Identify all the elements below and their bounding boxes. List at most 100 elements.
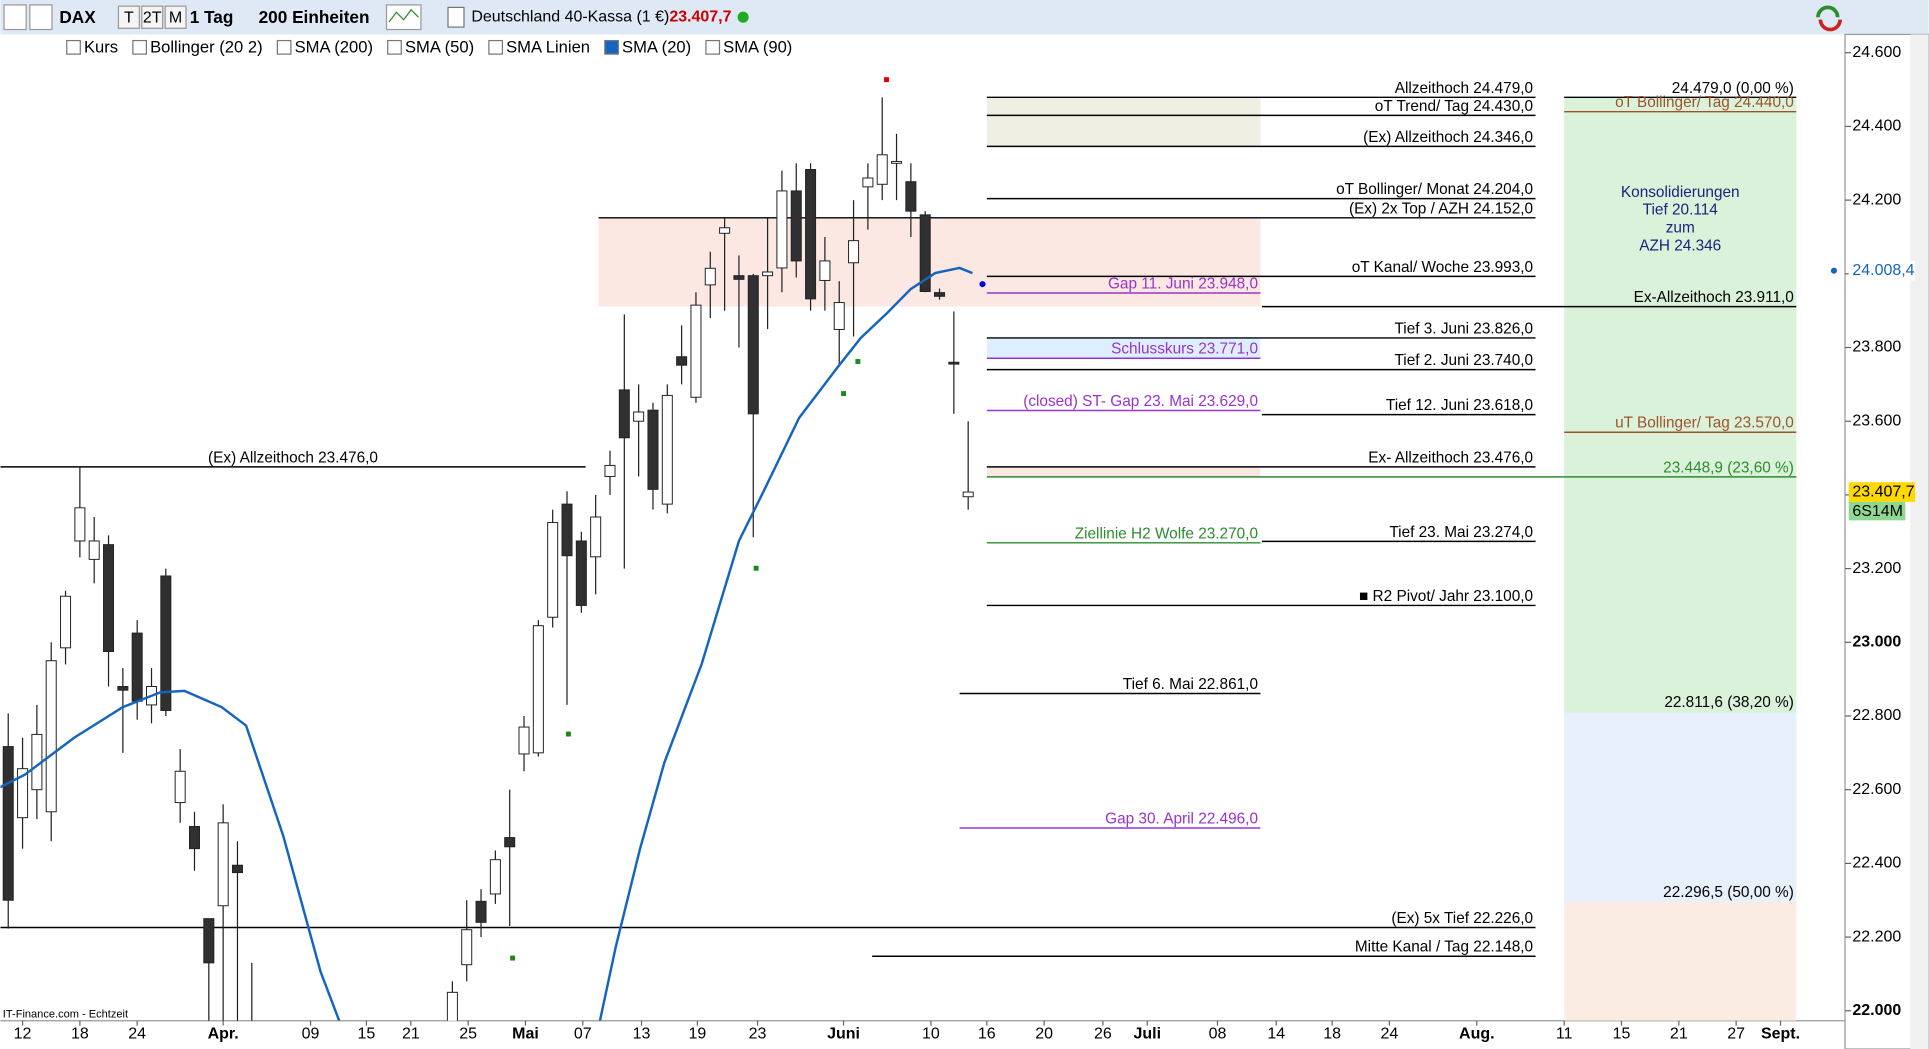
x-tick-label: 24 — [128, 1025, 146, 1042]
candle-body — [661, 394, 673, 505]
candle-body — [231, 864, 243, 874]
candle-body — [633, 411, 645, 422]
indicator-label[interactable]: SMA Linien — [506, 37, 590, 56]
period-label[interactable]: T — [124, 10, 134, 27]
y-tick-label: 22.000 — [1852, 1002, 1901, 1019]
level-label: 22.296,5 (50,00 %) — [1663, 884, 1794, 901]
symbol[interactable]: DAX — [59, 7, 96, 27]
level-label: oT Kanal/ Woche 23.993,0 — [1352, 259, 1533, 276]
scrollbar[interactable] — [1910, 34, 1929, 1049]
note-line: Konsolidierungen — [1621, 184, 1740, 201]
indicator-checkbox[interactable] — [66, 39, 81, 55]
level-label: Schlusskurs 23.771,0 — [1111, 341, 1258, 358]
sma-line — [598, 266, 973, 1021]
candle-body — [891, 160, 903, 164]
candle-body — [160, 575, 172, 711]
x-tick-label: 07 — [574, 1025, 592, 1042]
period-button[interactable] — [141, 5, 164, 29]
candle-body — [934, 292, 946, 297]
x-tick-label: 15 — [358, 1025, 376, 1042]
y-tick-label: 22.800 — [1852, 707, 1901, 724]
x-tick-label: 16 — [978, 1025, 996, 1042]
level-label: Tief 3. Juni 23.826,0 — [1394, 320, 1533, 337]
signal-dot — [884, 77, 889, 83]
candle-body — [690, 304, 702, 398]
y-tick-label: 22.600 — [1852, 781, 1901, 798]
plot-area: Allzeithoch 24.479,0oT Trend/ Tag 24.430… — [0, 77, 1797, 1021]
y-tick-label: 24.400 — [1852, 118, 1901, 135]
level-label: oT Trend/ Tag 24.430,0 — [1375, 98, 1533, 115]
interval[interactable]: 1 Tag — [190, 7, 234, 27]
zone — [986, 337, 1261, 359]
level-label: Allzeithoch 24.479,0 — [1395, 80, 1533, 97]
x-tick-label: 11 — [1556, 1025, 1573, 1042]
candle-body — [604, 464, 616, 477]
level-label: Mitte Kanal / Tag 22.148,0 — [1355, 939, 1533, 956]
level-label: 22.811,6 (38,20 %) — [1664, 694, 1794, 711]
candle-body — [461, 929, 473, 966]
price-label-bg — [1848, 260, 1916, 281]
candle-body — [518, 726, 530, 755]
candle-body — [174, 770, 186, 804]
units[interactable]: 200 Einheiten — [259, 7, 370, 27]
period-label[interactable]: 2T — [143, 10, 162, 27]
level-label: (Ex) Allzeithoch 24.346,0 — [1363, 129, 1533, 146]
y-tick-label: 22.400 — [1852, 855, 1901, 872]
candle-body — [475, 900, 487, 923]
indicator-checkbox[interactable] — [604, 39, 619, 55]
y-tick-label: 23.600 — [1852, 412, 1901, 429]
note-line: Tief 20.114 — [1643, 202, 1719, 219]
signal-dot — [841, 391, 846, 397]
x-tick-label: Juni — [827, 1025, 860, 1042]
y-tick-label: 24.200 — [1852, 191, 1901, 208]
indicator-label[interactable]: SMA (90) — [723, 37, 792, 56]
indicator-checkbox[interactable] — [705, 39, 721, 55]
level-label: Tief 23. Mai 23.274,0 — [1389, 524, 1533, 541]
footer: IT-Finance.com - Echtzeit — [3, 1008, 128, 1020]
x-tick-label: 21 — [402, 1025, 420, 1042]
x-tick-label: 18 — [71, 1025, 89, 1042]
candle-body — [676, 356, 688, 366]
candle-body — [762, 271, 774, 277]
candle-body — [776, 190, 788, 269]
candle-body — [117, 686, 129, 691]
x-tick-label: 08 — [1209, 1025, 1227, 1042]
candle-body — [2, 746, 14, 901]
candle-body — [203, 918, 215, 964]
level-label: uT Bollinger/ Tag 23.570,0 — [1615, 415, 1794, 432]
x-tick-label: 27 — [1727, 1025, 1745, 1042]
indicator-label[interactable]: SMA (20) — [622, 37, 691, 56]
indicator-label[interactable]: SMA (50) — [405, 37, 474, 56]
indicator-label[interactable]: Bollinger (20 2) — [150, 37, 263, 56]
level-label: (Ex) 2x Top / AZH 24.152,0 — [1349, 200, 1533, 217]
level-label: Ex- Allzeithoch 23.476,0 — [1368, 449, 1533, 466]
x-tick-label: 25 — [459, 1025, 477, 1042]
indicator-checkbox[interactable] — [276, 39, 292, 55]
zone — [1564, 901, 1797, 1021]
indicator-label[interactable]: Kurs — [84, 37, 118, 56]
candle-body — [876, 154, 888, 185]
level-label: Tief 12. Juni 23.618,0 — [1386, 397, 1533, 414]
signal-dot — [753, 565, 759, 571]
indicator-checkbox[interactable] — [488, 39, 504, 55]
indicator-checkbox[interactable] — [132, 39, 148, 55]
sma-line — [0, 689, 341, 1021]
x-tick-label: 23 — [749, 1025, 767, 1042]
period-label[interactable]: M — [169, 10, 182, 27]
candle-body — [590, 516, 602, 558]
candle-body — [948, 361, 960, 365]
x-tick-label: 13 — [633, 1025, 651, 1042]
level-label: Tief 2. Juni 23.740,0 — [1394, 352, 1533, 369]
price-label-bg — [1848, 482, 1916, 502]
period-button[interactable] — [164, 5, 187, 29]
indicator-checkbox[interactable] — [387, 39, 402, 55]
indicator-label[interactable]: SMA (200) — [295, 37, 373, 56]
instrument: Deutschland 40-Kassa (1 €) — [471, 8, 669, 25]
signal-dot — [510, 955, 516, 961]
toolbar-icons — [3, 4, 1842, 32]
period-button[interactable] — [117, 5, 140, 29]
price-label: 24.008,4 — [1852, 262, 1914, 279]
x-tick-label: 19 — [689, 1025, 707, 1042]
